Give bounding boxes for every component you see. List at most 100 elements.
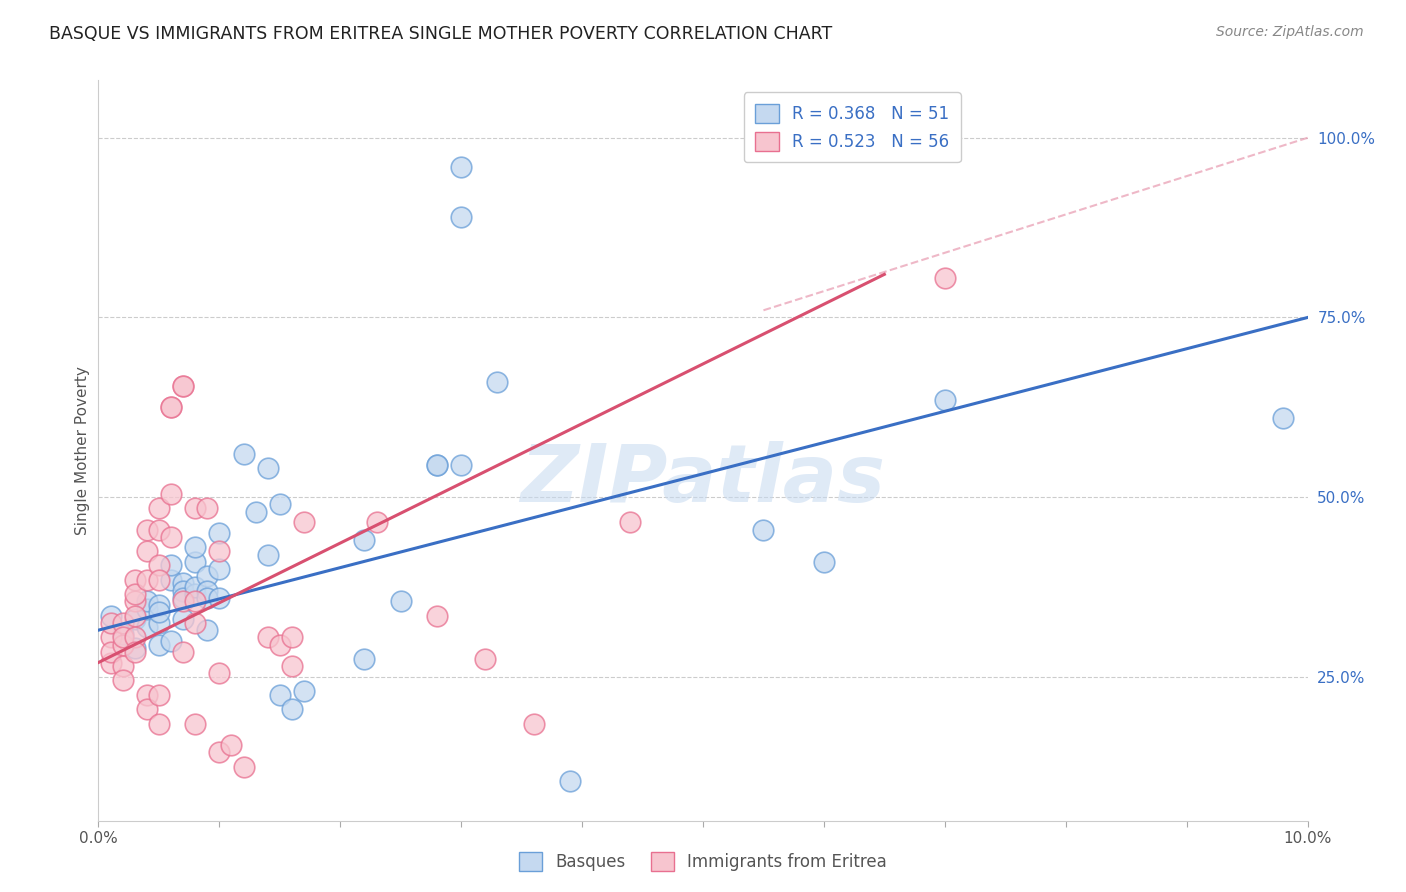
Point [353, 533, 375, 548]
Point [148, 638, 170, 652]
Point [269, 638, 291, 652]
Point [160, 573, 183, 587]
Point [160, 401, 183, 415]
Point [208, 526, 231, 541]
Point [208, 562, 231, 576]
Point [111, 631, 134, 645]
Point [208, 666, 231, 681]
Point [232, 760, 254, 774]
Point [160, 486, 183, 500]
Point [111, 673, 134, 688]
Point [208, 591, 231, 605]
Point [208, 544, 231, 558]
Point [172, 583, 194, 598]
Point [184, 541, 207, 555]
Legend: Basques, Immigrants from Eritrea: Basques, Immigrants from Eritrea [510, 843, 896, 880]
Legend: R = 0.368   N = 51, R = 0.523   N = 56: R = 0.368 N = 51, R = 0.523 N = 56 [744, 92, 960, 162]
Point [135, 619, 157, 633]
Point [256, 548, 278, 562]
Point [160, 401, 183, 415]
Point [172, 378, 194, 392]
Point [184, 500, 207, 515]
Point [353, 652, 375, 666]
Text: BASQUE VS IMMIGRANTS FROM ERITREA SINGLE MOTHER POVERTY CORRELATION CHART: BASQUE VS IMMIGRANTS FROM ERITREA SINGLE… [49, 25, 832, 43]
Point [160, 634, 183, 648]
Point [148, 573, 170, 587]
Point [184, 555, 207, 569]
Point [184, 716, 207, 731]
Point [195, 623, 218, 637]
Point [124, 612, 146, 626]
Point [752, 523, 775, 537]
Point [124, 573, 146, 587]
Point [124, 608, 146, 623]
Point [148, 688, 170, 702]
Point [135, 573, 157, 587]
Point [100, 656, 122, 670]
Point [1272, 411, 1295, 425]
Point [558, 774, 581, 789]
Point [256, 631, 278, 645]
Point [111, 638, 134, 652]
Point [111, 659, 134, 673]
Point [292, 516, 315, 530]
Point [269, 688, 291, 702]
Point [195, 591, 218, 605]
Point [389, 594, 412, 608]
Point [124, 645, 146, 659]
Point [148, 716, 170, 731]
Point [148, 615, 170, 630]
Point [281, 702, 304, 716]
Point [100, 631, 122, 645]
Point [148, 605, 170, 619]
Point [292, 684, 315, 698]
Point [184, 594, 207, 608]
Point [195, 583, 218, 598]
Point [148, 500, 170, 515]
Point [221, 738, 243, 752]
Point [135, 702, 157, 716]
Point [111, 615, 134, 630]
Point [148, 523, 170, 537]
Point [269, 497, 291, 511]
Y-axis label: Single Mother Poverty: Single Mother Poverty [75, 366, 90, 535]
Point [124, 641, 146, 656]
Point [619, 516, 641, 530]
Point [184, 587, 207, 601]
Point [184, 580, 207, 594]
Point [172, 645, 194, 659]
Point [208, 745, 231, 759]
Point [426, 608, 449, 623]
Point [184, 615, 207, 630]
Point [195, 500, 218, 515]
Point [245, 504, 267, 518]
Point [124, 587, 146, 601]
Point [195, 569, 218, 583]
Point [124, 594, 146, 608]
Point [232, 447, 254, 461]
Point [172, 378, 194, 392]
Text: ZIPatlas: ZIPatlas [520, 441, 886, 519]
Point [135, 601, 157, 615]
Point [172, 612, 194, 626]
Point [486, 375, 509, 389]
Text: Source: ZipAtlas.com: Source: ZipAtlas.com [1216, 25, 1364, 39]
Point [100, 615, 122, 630]
Point [172, 576, 194, 591]
Point [111, 626, 134, 640]
Point [148, 558, 170, 573]
Point [124, 631, 146, 645]
Point [135, 594, 157, 608]
Point [135, 544, 157, 558]
Point [172, 594, 194, 608]
Point [474, 652, 496, 666]
Point [450, 160, 472, 174]
Point [366, 516, 388, 530]
Point [281, 659, 304, 673]
Point [426, 458, 449, 472]
Point [160, 530, 183, 544]
Point [426, 458, 449, 472]
Point [523, 716, 546, 731]
Point [148, 598, 170, 612]
Point [450, 458, 472, 472]
